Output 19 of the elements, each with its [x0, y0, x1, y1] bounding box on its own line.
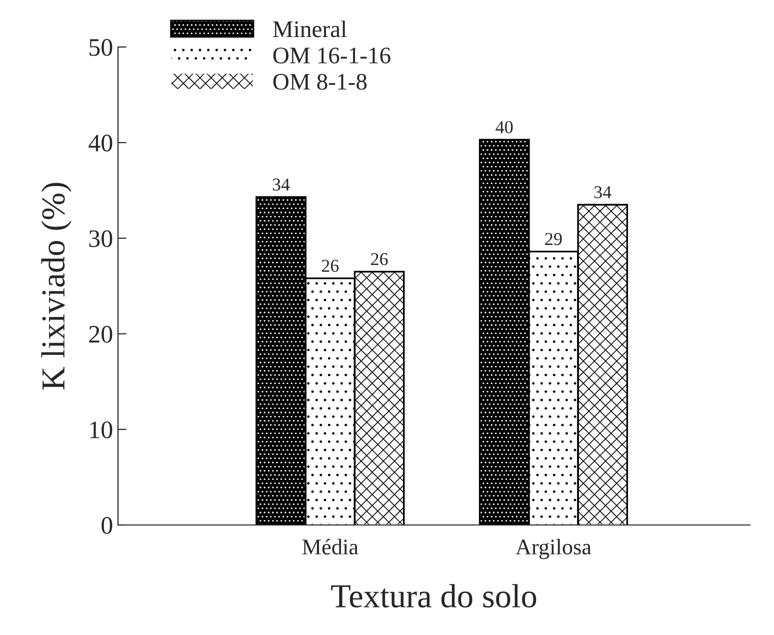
y-tick-label: 0 — [102, 517, 112, 534]
data-label: 26 — [322, 260, 339, 272]
y-tick-label: 50 — [90, 39, 112, 56]
legend-label: OM 16-1-16 — [273, 48, 390, 64]
y-tick-label: 40 — [88, 134, 112, 152]
data-label: 26 — [371, 253, 388, 266]
y-tick-label: 20 — [89, 326, 112, 343]
x-tick-label: Média — [302, 538, 358, 555]
data-label: 34 — [272, 178, 290, 191]
y-axis-title: K lixiviado (%) — [41, 182, 72, 390]
data-label: 29 — [545, 233, 562, 246]
legend-label: OM 8-1-8 — [273, 74, 367, 90]
x-tick-label: Argilosa — [516, 538, 592, 560]
x-axis-title: Textura do solo — [331, 584, 536, 608]
data-label: 34 — [594, 186, 612, 198]
data-label: 40 — [496, 121, 513, 134]
legend-label: Mineral — [273, 20, 347, 38]
y-tick-label: 30 — [89, 230, 112, 248]
y-tick-label: 10 — [90, 421, 112, 438]
